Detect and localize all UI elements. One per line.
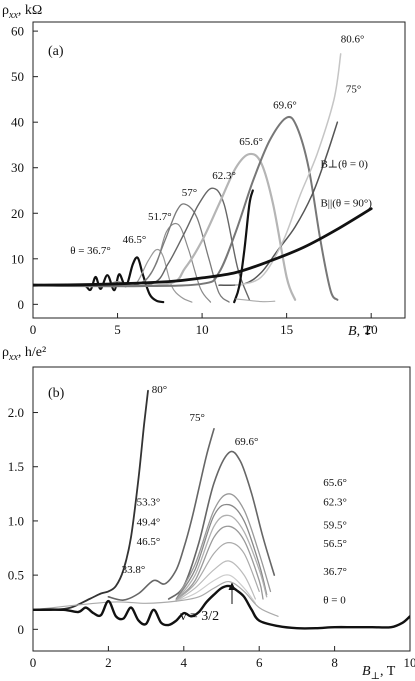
series-line-b-2	[167, 450, 276, 600]
curve-label-a: 65.6°	[239, 136, 263, 148]
series-line-b-6	[175, 525, 264, 601]
nu-annotation: ν = 3/2	[180, 609, 219, 624]
x-tick-label-b: 2	[105, 655, 112, 670]
curve-label-b: 75°	[189, 412, 204, 424]
y-tick-label-b: 2.0	[8, 405, 24, 420]
series-line-b-1	[107, 428, 215, 601]
y-tick-label-b: 0	[18, 622, 25, 637]
curve-label-a: θ = 36.7°	[70, 245, 111, 257]
y-tick-label-a: 50	[11, 69, 24, 84]
curve-label-b: 36.7°	[323, 566, 347, 578]
x-tick-label-a: 20	[365, 322, 378, 337]
series-group-b	[33, 389, 410, 630]
curve-label-a: 46.5°	[123, 234, 147, 246]
panel-label-b: (b)	[48, 386, 65, 401]
xlabel-b: B⊥, T	[362, 664, 396, 681]
series-line-b-11	[33, 584, 410, 630]
series-line-a-0	[33, 256, 165, 304]
series-line-b-7	[175, 542, 260, 601]
curve-label-a: 57°	[182, 187, 197, 199]
curve-label-a: 62.3°	[212, 170, 236, 182]
x-tick-label-a: 10	[196, 322, 209, 337]
series-line-b-8	[175, 560, 256, 602]
curve-label-b: 33.8°	[122, 564, 146, 576]
series-line-a-9	[233, 189, 254, 304]
curve-label-b: 62.3°	[323, 497, 347, 509]
y-tick-label-b: 0.5	[8, 568, 24, 583]
curve-label-b: 49.4°	[137, 516, 161, 528]
series-line-b-5	[175, 514, 268, 601]
curve-label-b: θ = 0	[323, 594, 346, 606]
panel-a: ρxx, kΩ (a) B, T 0 5 10 15 20 0 10 20 30 40 50 60 80…	[2, 3, 406, 339]
curve-label-a: B⊥(θ = 0)	[320, 159, 368, 171]
x-tick-label-b: 4	[181, 655, 188, 670]
curve-label-a: 51.7°	[148, 211, 172, 223]
curve-label-b: 80°	[152, 384, 167, 396]
curve-label-b: 46.5°	[137, 536, 161, 548]
y-tick-label-a: 10	[11, 251, 24, 266]
xlabel-a: B, T	[348, 324, 372, 339]
y-tick-label-a: 0	[18, 297, 25, 312]
x-tick-label-b: 8	[331, 655, 338, 670]
ylabel-b: ρxx, h/e²	[2, 345, 46, 363]
y-tick-label-a: 30	[11, 160, 24, 175]
y-tick-label-b: 1.5	[8, 459, 24, 474]
series-line-b-9	[175, 574, 256, 604]
panel-b: ρxx, h/e² (b) B⊥, T ν = 3/2 0 2 4 6 8 10 0 0.5 1…	[2, 345, 415, 681]
series-line-a-6	[33, 115, 339, 301]
curve-label-a: 69.6°	[273, 100, 297, 112]
curve-label-b: 56.5°	[323, 538, 347, 550]
curve-label-b: 69.6°	[235, 436, 259, 448]
panel-label-a: (a)	[48, 44, 64, 59]
series-line-b-10	[33, 580, 279, 617]
series-line-b-4	[175, 503, 268, 600]
curve-label-a: B||(θ = 90°)	[320, 197, 372, 209]
x-tick-label-b: 6	[256, 655, 263, 670]
x-tick-label-a: 15	[280, 322, 293, 337]
curve-label-a: 75°	[346, 84, 361, 96]
x-tick-label-b: 10	[404, 655, 415, 670]
curve-label-a: 80.6°	[341, 33, 365, 45]
y-tick-label-a: 60	[11, 24, 24, 39]
series-line-b-0	[33, 389, 149, 611]
x-tick-label-a: 5	[114, 322, 121, 337]
series-line-a-1	[33, 248, 193, 303]
curve-label-b: 65.6°	[323, 477, 347, 489]
plot-frame-a	[32, 21, 406, 319]
curve-label-b: 53.3°	[137, 497, 161, 509]
series-line-a-10	[33, 207, 373, 287]
x-tick-label-b: 0	[30, 655, 37, 670]
series-line-a-11	[235, 298, 276, 303]
curve-label-b: 59.5°	[323, 520, 347, 532]
series-line-b-3	[175, 493, 272, 600]
y-tick-label-a: 40	[11, 115, 24, 130]
ylabel-a: ρxx, kΩ	[2, 3, 42, 21]
plot-frame-b	[32, 366, 411, 652]
x-tick-label-a: 0	[30, 322, 37, 337]
y-tick-label-b: 1.0	[8, 513, 24, 528]
series-group-a	[33, 53, 373, 304]
y-tick-label-a: 20	[11, 206, 24, 221]
series-line-a-8	[235, 53, 342, 286]
